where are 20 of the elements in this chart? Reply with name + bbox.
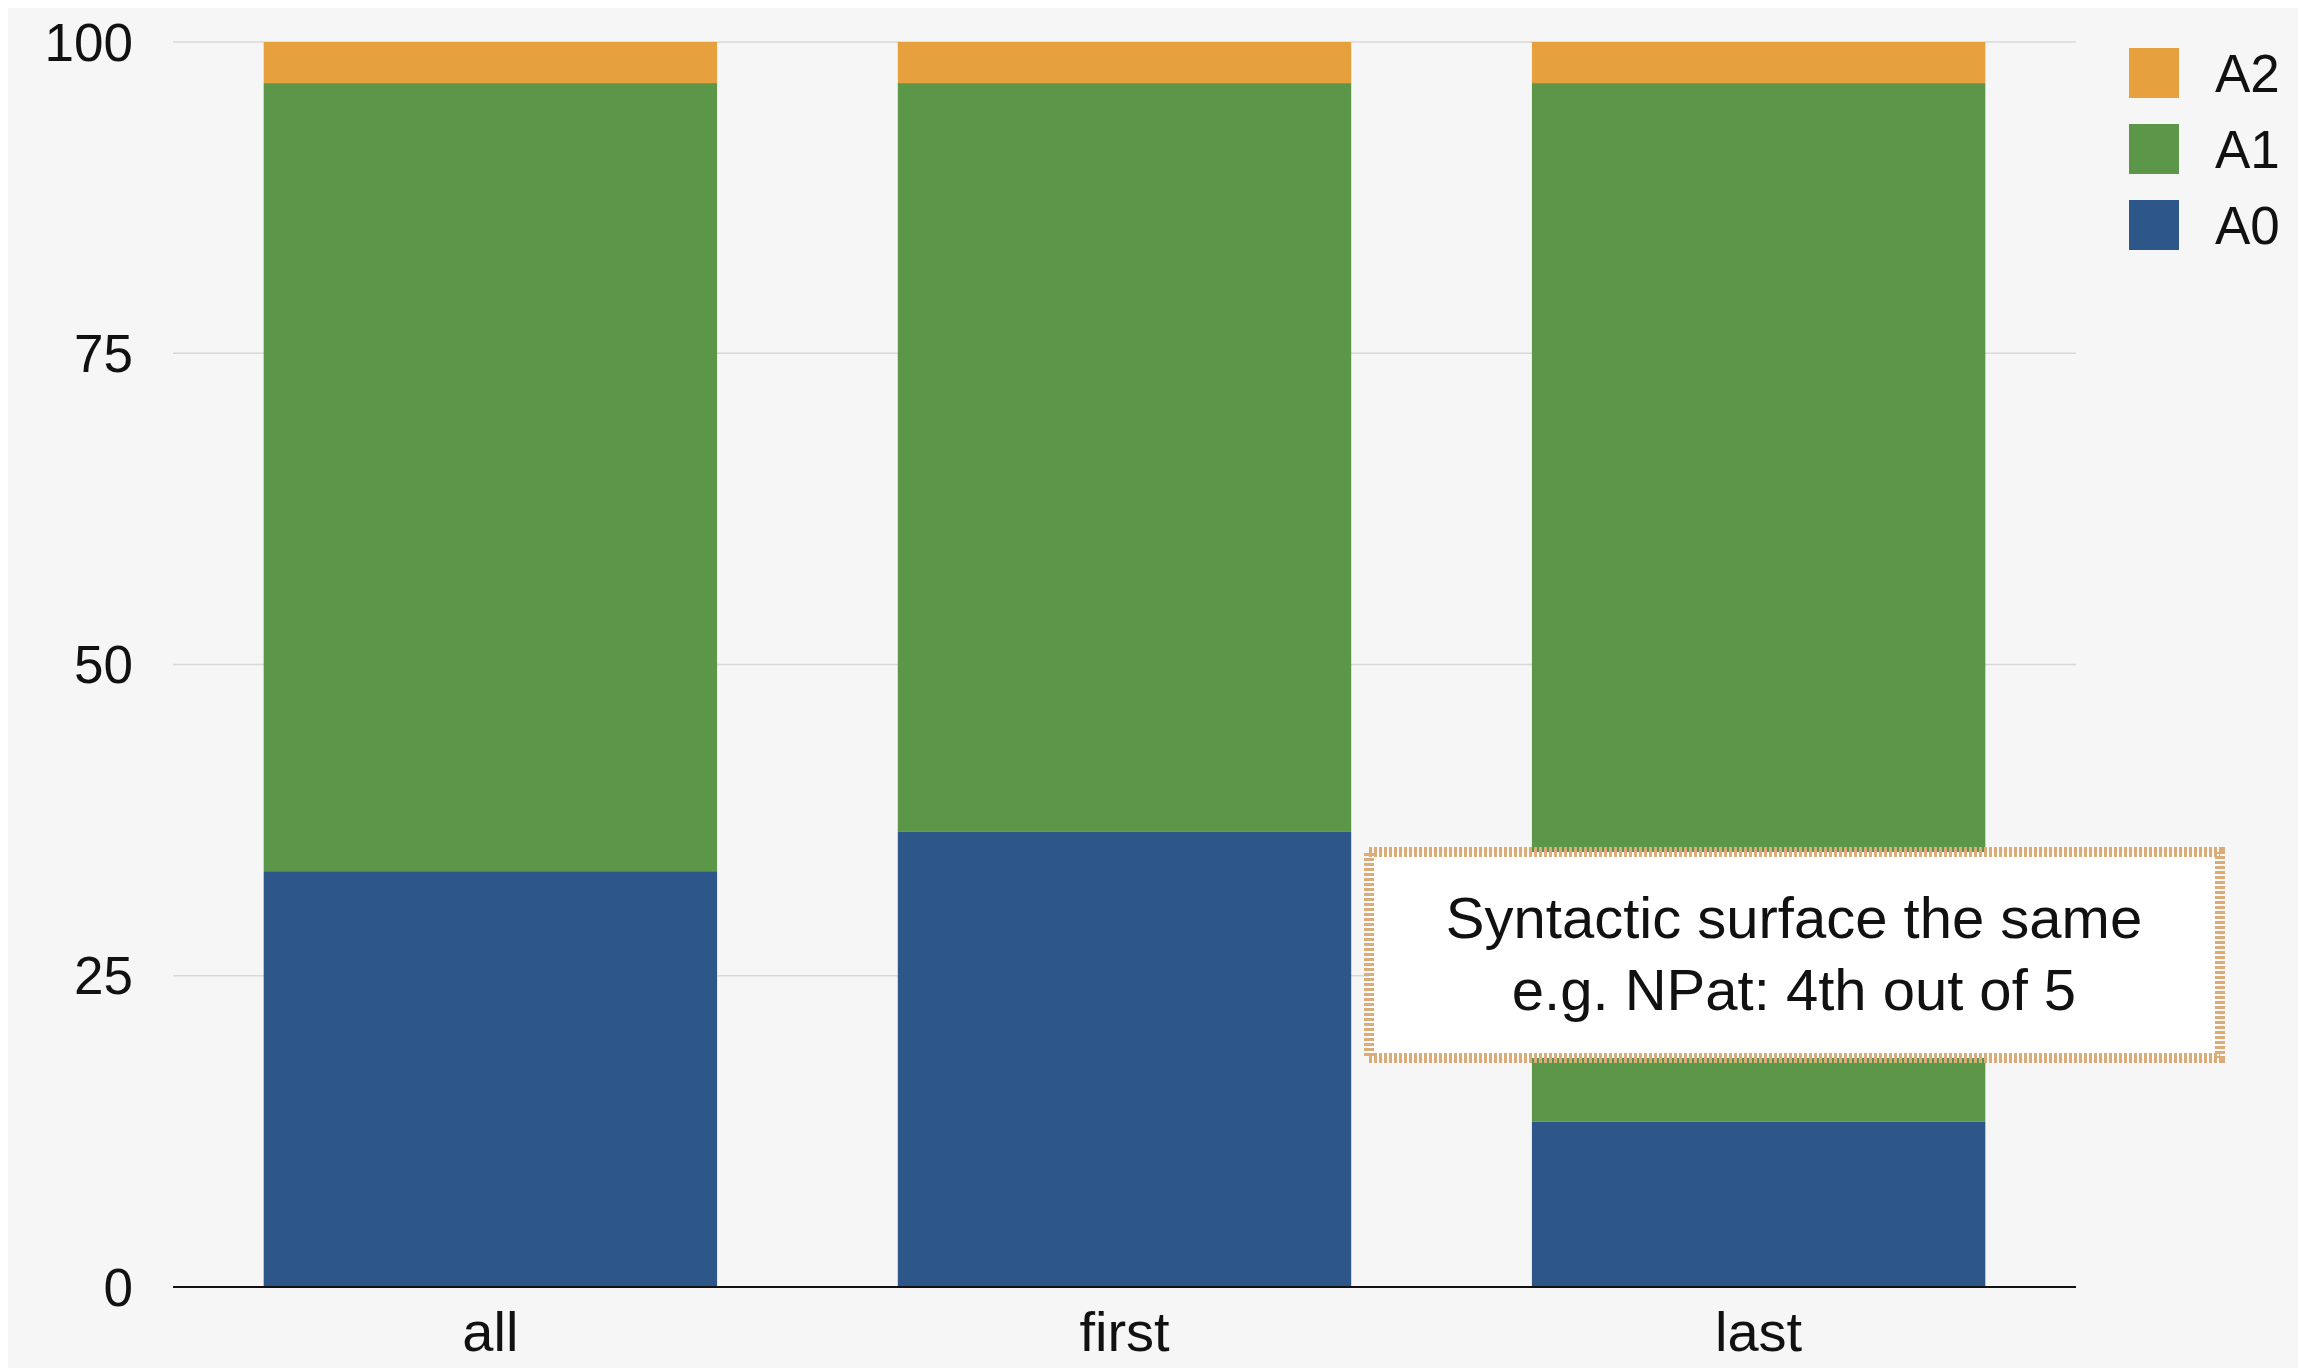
bar (897, 831, 1352, 1287)
bar (263, 83, 718, 872)
annotation: Syntactic surface the same e.g. NPat: 4th out of 5 (1445, 885, 2143, 1022)
bar (1531, 42, 1986, 84)
y-tick-label: 100 (44, 12, 133, 72)
y-tick-label: 0 (103, 1257, 133, 1317)
y-tick-label: 75 (74, 323, 133, 383)
bar (897, 83, 1352, 832)
legend-label: A1 (2215, 119, 2280, 179)
y-tick-label: 50 (74, 635, 133, 695)
x-tick-label: last (1715, 1300, 1803, 1363)
legend-label: A2 (2215, 43, 2280, 103)
x-tick-label: first (1079, 1300, 1171, 1363)
bar (897, 42, 1352, 84)
bar (263, 871, 718, 1287)
bar (263, 42, 718, 84)
y-tick-label: 25 (74, 946, 133, 1006)
bar (1531, 1121, 1986, 1288)
x-tick-label: all (462, 1300, 519, 1363)
legend-label: A0 (2215, 195, 2280, 255)
